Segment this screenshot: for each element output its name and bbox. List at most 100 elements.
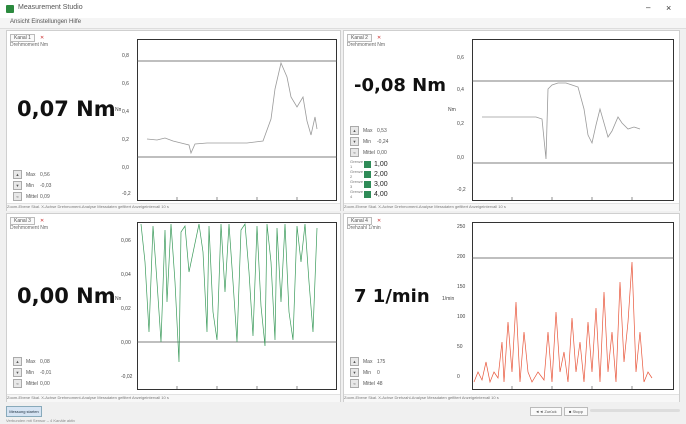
threshold-row[interactable]: Grenze 4 4,00: [350, 189, 388, 199]
minimize-icon[interactable]: –: [646, 3, 651, 12]
y-tick: 0,8: [122, 53, 129, 59]
stat-value: 0,56: [40, 171, 50, 178]
y-axis-unit: 1/min: [442, 296, 455, 302]
channel-dropdown[interactable]: Kanal 2: [347, 34, 372, 42]
threshold-color-swatch: [364, 160, 371, 168]
threshold-value: 3,00: [374, 180, 388, 188]
panel-header: Kanal 2 ✕: [347, 34, 381, 42]
stat-row-max: ▲ Max 175: [350, 356, 385, 367]
y-tick: 0,00: [121, 340, 131, 346]
time-range-slider[interactable]: [590, 409, 680, 412]
stat-key: Min: [363, 369, 372, 376]
channel-dropdown[interactable]: Kanal 1: [10, 34, 35, 42]
stat-value: 0,09: [40, 193, 50, 200]
stat-value: 0,08: [40, 358, 50, 365]
stat-button[interactable]: ▲: [350, 357, 359, 366]
back-button[interactable]: ◄◄ Zurück: [530, 407, 562, 416]
current-value: -0,08 Nm: [354, 75, 446, 96]
menu-items[interactable]: Ansicht Einstellungen Hilfe: [10, 19, 82, 25]
stat-row-max: ▲ Max 0,56: [13, 169, 51, 180]
panel-channel-1: Kanal 1 ✕ Drehmoment Nm 0,07 Nm ▲ Max 0,56 …: [6, 30, 341, 211]
stat-button[interactable]: ≈: [350, 148, 359, 157]
stat-button[interactable]: ≈: [350, 379, 359, 388]
stop-button[interactable]: ■ Stopp: [564, 407, 588, 416]
stat-value: 0,53: [377, 127, 387, 134]
stat-key: Max: [26, 171, 36, 178]
y-axis-unit: Nm: [448, 107, 456, 113]
panel-footer[interactable]: Zoom-Ebene Skal. X-Achse Drehmoment-Anal…: [344, 203, 679, 211]
current-value: 7 1/min: [354, 286, 430, 307]
stat-button[interactable]: ▲: [350, 126, 359, 135]
plot-area[interactable]: 0,6 0,4 0,2 0,0 -0,2: [456, 35, 676, 205]
plot-area[interactable]: 0,06 0,04 0,02 0,00 -0,02: [121, 218, 339, 394]
stat-value: 0,00: [40, 380, 50, 387]
stat-key: Mittel: [363, 149, 375, 156]
stat-button[interactable]: ▲: [13, 170, 22, 179]
threshold-key: Grenze 4: [350, 189, 364, 199]
remove-channel-icon[interactable]: ✕: [376, 35, 382, 41]
y-tick: -0,2: [122, 191, 131, 197]
y-tick: 200: [457, 254, 466, 260]
stat-row-max: ▲ Max 0,08: [13, 356, 51, 367]
threshold-row[interactable]: Grenze 2 2,00: [350, 169, 388, 179]
stat-row-min: ▼ Min -0,01: [13, 367, 51, 378]
stat-button[interactable]: ≈: [13, 192, 22, 201]
threshold-row[interactable]: Grenze 3 3,00: [350, 179, 388, 189]
close-icon[interactable]: ×: [666, 3, 672, 13]
stat-button[interactable]: ▼: [13, 181, 22, 190]
channel-subtitle: Drehmoment Nm: [347, 42, 386, 48]
stats-block: ▲ Max 0,08 ▼ Min -0,01 ≈ Mittel 0,00: [13, 356, 51, 389]
y-tick: 100: [457, 314, 466, 320]
status-bar: Messung starten Verbunden mit Sensor – 4…: [0, 404, 686, 424]
y-tick: -0,02: [121, 374, 133, 380]
stat-row-min: ▼ Min -0,24: [350, 136, 388, 147]
threshold-color-swatch: [364, 180, 371, 188]
current-value: 0,00 Nm: [17, 284, 116, 308]
stat-value: 175: [377, 358, 386, 365]
y-tick: 0,02: [121, 306, 131, 312]
stat-button[interactable]: ▼: [350, 368, 359, 377]
threshold-color-swatch: [364, 170, 371, 178]
stat-key: Mittel: [26, 380, 38, 387]
stat-button[interactable]: ▼: [13, 368, 22, 377]
y-tick: 50: [457, 344, 463, 350]
panel-header: Kanal 1 ✕: [10, 34, 44, 42]
y-tick: 0,4: [122, 109, 129, 115]
channel-dropdown[interactable]: Kanal 4: [347, 217, 372, 225]
trace-line: [146, 61, 318, 155]
plot-svg: [472, 39, 674, 201]
stat-key: Min: [363, 138, 372, 145]
panel-header: Kanal 3 ✕: [10, 217, 44, 225]
channel-dropdown[interactable]: Kanal 3: [10, 217, 35, 225]
threshold-key: Grenze 2: [350, 169, 364, 179]
panel-footer[interactable]: Zoom-Ebene Skal. X-Achse Drehmoment-Anal…: [7, 394, 340, 402]
stat-value: 0: [377, 369, 380, 376]
stat-button[interactable]: ▼: [350, 137, 359, 146]
x-ticks: [511, 197, 633, 200]
panel-footer[interactable]: Zoom-Ebene Skal. X-Achse Drehzahl-Analys…: [344, 394, 679, 402]
plot-area[interactable]: 250 200 150 100 50 0: [456, 218, 676, 394]
stat-key: Max: [26, 358, 36, 365]
title-bar: Measurement Studio – ×: [0, 0, 686, 18]
y-tick: 0,0: [122, 165, 129, 171]
x-ticks: [176, 197, 298, 200]
stat-button[interactable]: ≈: [13, 379, 22, 388]
stat-value: -0,01: [40, 369, 52, 376]
threshold-value: 4,00: [374, 190, 388, 198]
plot-area[interactable]: 0,8 0,6 0,4 0,2 0,0 -0,2: [121, 35, 339, 205]
start-measurement-button[interactable]: Messung starten: [6, 406, 42, 417]
stats-block: ▲ Max 175 ▼ Min 0 ≈ Mittel 48: [350, 356, 385, 389]
stat-button[interactable]: ▲: [13, 357, 22, 366]
stat-value: -0,24: [377, 138, 389, 145]
y-tick: 250: [457, 224, 466, 230]
panel-header: Kanal 4 ✕: [347, 217, 381, 225]
threshold-color-swatch: [364, 190, 371, 198]
threshold-row[interactable]: Grenze 1 1,00: [350, 159, 388, 169]
remove-channel-icon[interactable]: ✕: [39, 35, 45, 41]
stat-row-avg: ≈ Mittel 48: [350, 378, 385, 389]
stat-key: Max: [363, 358, 373, 365]
remove-channel-icon[interactable]: ✕: [376, 218, 382, 224]
y-axis-unit: Nm: [115, 296, 123, 302]
remove-channel-icon[interactable]: ✕: [39, 218, 45, 224]
panel-footer[interactable]: Zoom-Ebene Skal. X-Achse Drehmoment-Anal…: [7, 203, 340, 211]
